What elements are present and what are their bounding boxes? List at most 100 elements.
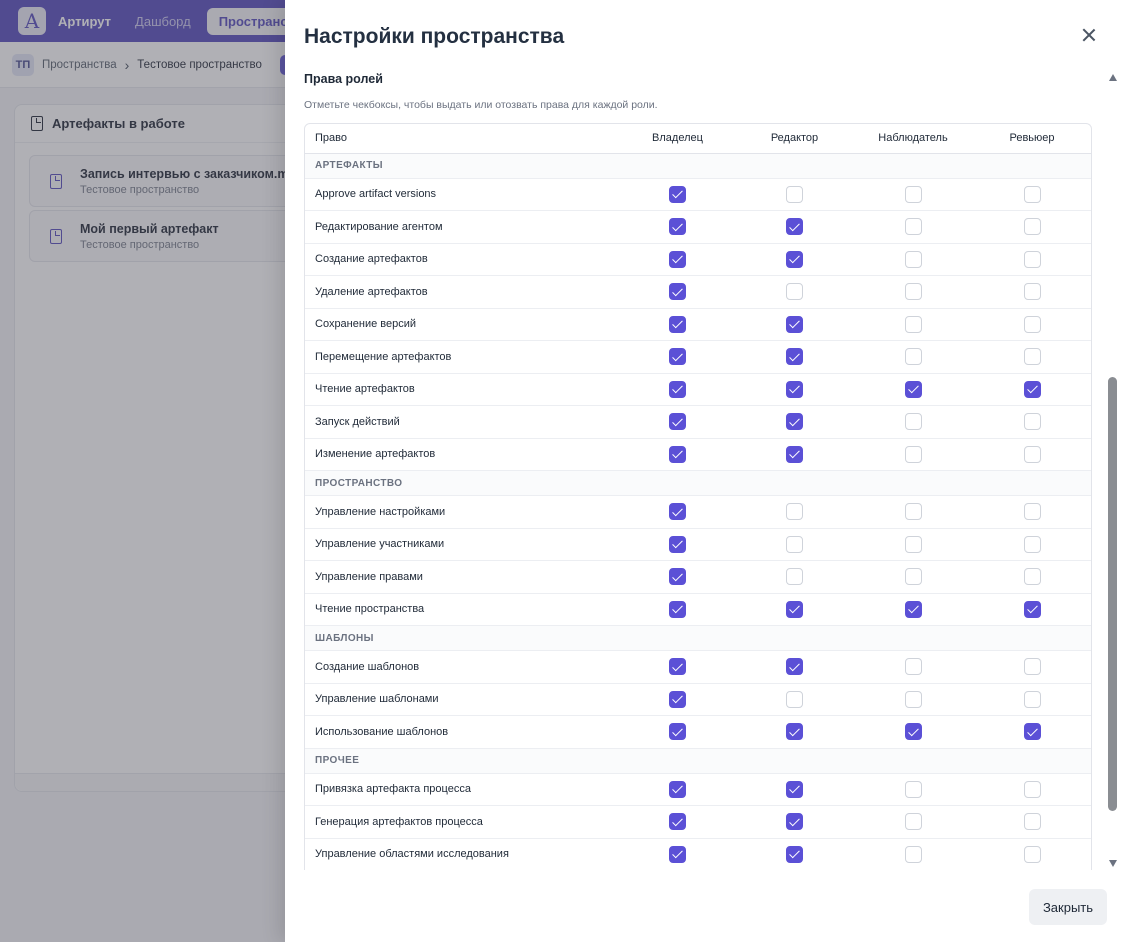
checkbox-unchecked[interactable] (904, 315, 922, 333)
nav-item-dashboard[interactable]: Дашборд (135, 13, 191, 29)
checkbox-unchecked[interactable] (904, 503, 922, 521)
permission-cell (619, 373, 736, 406)
checkbox-unchecked[interactable] (1023, 813, 1041, 831)
checkbox-checked[interactable] (786, 723, 803, 741)
checkbox-unchecked[interactable] (1023, 690, 1041, 708)
permissions-body: АРТЕФАКТЫ Approve artifact versions Редакт… (305, 153, 1091, 870)
permission-name: Создание артефактов (305, 243, 619, 276)
checkbox-checked[interactable] (1023, 600, 1041, 618)
checkbox-unchecked[interactable] (786, 185, 803, 203)
checkbox-checked[interactable] (669, 658, 686, 676)
checkbox-checked[interactable] (786, 380, 803, 398)
checkbox-unchecked[interactable] (904, 218, 922, 236)
scroll-up-icon[interactable] (1109, 74, 1117, 81)
checkbox-checked[interactable] (904, 600, 922, 618)
checkbox-unchecked[interactable] (786, 503, 803, 521)
checkbox-unchecked[interactable] (1023, 283, 1041, 301)
checkbox-unchecked[interactable] (904, 568, 922, 586)
checkbox-unchecked[interactable] (904, 535, 922, 553)
checkbox-unchecked[interactable] (786, 283, 803, 301)
close-button[interactable]: Закрыть (1029, 889, 1107, 925)
checkbox-unchecked[interactable] (786, 690, 803, 708)
checkbox-unchecked[interactable] (904, 813, 922, 831)
permission-cell (619, 275, 736, 309)
checkbox-checked[interactable] (904, 380, 922, 398)
column-header-editor: Редактор (736, 124, 853, 154)
checkbox-checked[interactable] (1023, 380, 1041, 398)
checkbox-unchecked[interactable] (1023, 413, 1041, 431)
checkbox-checked[interactable] (786, 813, 803, 831)
permission-name: Управление участниками (305, 528, 619, 561)
checkbox-unchecked[interactable] (1023, 348, 1041, 366)
checkbox-checked[interactable] (786, 600, 803, 618)
checkbox-checked[interactable] (904, 723, 922, 741)
checkbox-checked[interactable] (669, 445, 686, 463)
checkbox-checked[interactable] (669, 218, 686, 236)
checkbox-checked[interactable] (786, 658, 803, 676)
checkbox-unchecked[interactable] (1023, 218, 1041, 236)
permission-group-label: АРТЕФАКТЫ (305, 153, 1091, 179)
checkbox-checked[interactable] (786, 218, 803, 236)
checkbox-unchecked[interactable] (786, 535, 803, 553)
checkbox-checked[interactable] (786, 780, 803, 798)
checkbox-checked[interactable] (786, 445, 803, 463)
checkbox-checked[interactable] (669, 413, 686, 431)
checkbox-unchecked[interactable] (904, 283, 922, 301)
checkbox-unchecked[interactable] (904, 348, 922, 366)
close-icon[interactable] (1080, 26, 1098, 44)
checkbox-checked[interactable] (669, 535, 686, 553)
checkbox-checked[interactable] (669, 690, 686, 708)
checkbox-checked[interactable] (669, 380, 686, 398)
checkbox-checked[interactable] (669, 283, 686, 301)
checkbox-unchecked[interactable] (1023, 658, 1041, 676)
scroll-down-icon[interactable] (1109, 860, 1117, 867)
checkbox-unchecked[interactable] (786, 568, 803, 586)
checkbox-checked[interactable] (669, 568, 686, 586)
permission-cell (973, 560, 1091, 594)
checkbox-checked[interactable] (786, 315, 803, 333)
checkbox-unchecked[interactable] (904, 185, 922, 203)
artifact-subtitle: Тестовое пространство (80, 183, 200, 196)
app-logo[interactable]: A (18, 7, 46, 35)
checkbox-unchecked[interactable] (1023, 535, 1041, 553)
checkbox-unchecked[interactable] (1023, 780, 1041, 798)
scrollbar[interactable] (1108, 72, 1120, 870)
checkbox-checked[interactable] (669, 780, 686, 798)
checkbox-checked[interactable] (669, 723, 686, 741)
checkbox-unchecked[interactable] (904, 413, 922, 431)
breadcrumb-item-spaces[interactable]: Пространства (42, 58, 117, 71)
permission-cell (736, 438, 853, 471)
checkbox-checked[interactable] (669, 845, 686, 863)
checkbox-checked[interactable] (786, 413, 803, 431)
checkbox-unchecked[interactable] (1023, 185, 1041, 203)
scrollbar-thumb[interactable] (1108, 377, 1117, 811)
app-name: Артирут (58, 13, 112, 29)
checkbox-checked[interactable] (669, 185, 686, 203)
checkbox-unchecked[interactable] (904, 780, 922, 798)
checkbox-unchecked[interactable] (1023, 845, 1041, 863)
checkbox-checked[interactable] (786, 250, 803, 268)
checkbox-unchecked[interactable] (904, 445, 922, 463)
checkbox-checked[interactable] (786, 348, 803, 366)
space-settings-drawer: Настройки пространства Права ролей Отмет… (285, 0, 1124, 942)
checkbox-unchecked[interactable] (1023, 503, 1041, 521)
checkbox-checked[interactable] (669, 315, 686, 333)
permission-cell (619, 560, 736, 594)
checkbox-checked[interactable] (669, 503, 686, 521)
checkbox-checked[interactable] (786, 845, 803, 863)
checkbox-checked[interactable] (669, 600, 686, 618)
permission-cell (736, 373, 853, 406)
checkbox-unchecked[interactable] (904, 658, 922, 676)
checkbox-unchecked[interactable] (1023, 568, 1041, 586)
checkbox-checked[interactable] (669, 813, 686, 831)
checkbox-unchecked[interactable] (1023, 445, 1041, 463)
checkbox-unchecked[interactable] (904, 845, 922, 863)
checkbox-checked[interactable] (1023, 723, 1041, 741)
checkbox-checked[interactable] (669, 348, 686, 366)
checkbox-unchecked[interactable] (1023, 250, 1041, 268)
checkbox-checked[interactable] (669, 250, 686, 268)
checkbox-unchecked[interactable] (904, 250, 922, 268)
checkbox-unchecked[interactable] (1023, 315, 1041, 333)
checkbox-unchecked[interactable] (904, 690, 922, 708)
permission-cell (736, 340, 853, 374)
